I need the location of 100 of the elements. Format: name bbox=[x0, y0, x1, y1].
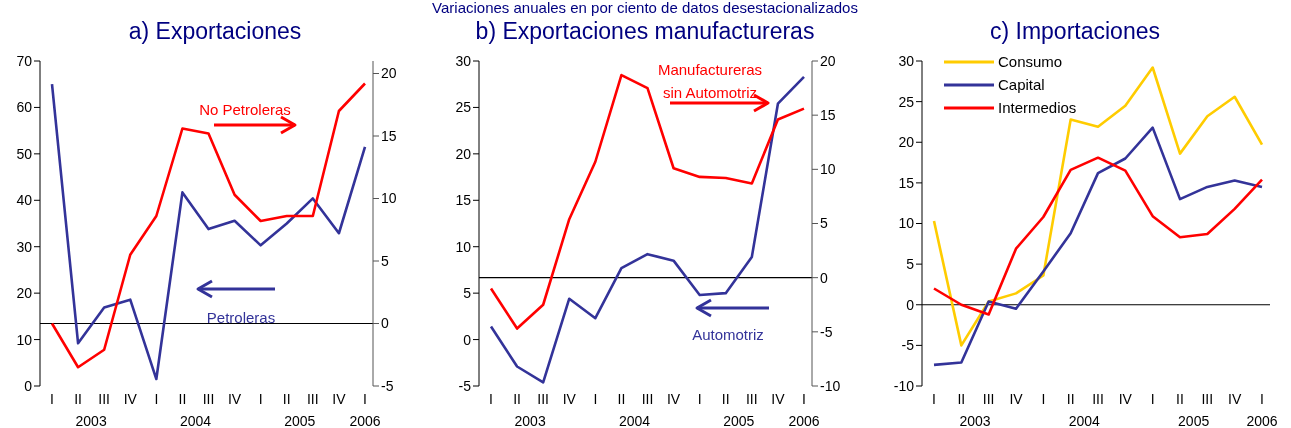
x-tick-label: III bbox=[537, 390, 549, 407]
y-tick-label: 25 bbox=[898, 93, 915, 110]
y-tick-label: 25 bbox=[455, 99, 472, 116]
x-tick-label: III bbox=[1092, 390, 1104, 407]
x-tick-label: III bbox=[641, 390, 654, 407]
y-tick-label: 10 bbox=[16, 331, 33, 348]
y-tick-label: 60 bbox=[16, 99, 33, 116]
x-tick-label: I bbox=[932, 390, 936, 407]
y2-tick-label: 0 bbox=[820, 269, 828, 286]
y2-tick-label: -10 bbox=[820, 377, 841, 394]
y-tick-label: 20 bbox=[16, 285, 33, 302]
legend-label: Petroleras bbox=[205, 308, 277, 328]
x-tick-label: IV bbox=[332, 390, 347, 407]
y-tick-label: 15 bbox=[455, 192, 472, 209]
y-tick-label: -5 bbox=[901, 337, 915, 354]
x-tick-label: II bbox=[617, 390, 626, 407]
chart-title: c) Importaciones bbox=[989, 17, 1161, 46]
x-tick-label: III bbox=[1201, 390, 1214, 407]
y-tick-label: 20 bbox=[898, 134, 915, 151]
text: 2004 bbox=[179, 412, 212, 428]
x-tick-label: II bbox=[1176, 390, 1184, 407]
y-tick-label: 5 bbox=[463, 285, 472, 302]
y2-tick-label: 0 bbox=[381, 315, 389, 332]
x-tick-label: III bbox=[307, 390, 319, 407]
x-tick-label: II bbox=[1066, 390, 1075, 407]
text: 2004 bbox=[618, 412, 651, 428]
text: 2005 bbox=[1178, 412, 1210, 428]
x-tick-label: II bbox=[74, 390, 82, 407]
y2-tick-label: 5 bbox=[381, 252, 389, 269]
legend-label: Automotriz bbox=[691, 325, 765, 345]
text: 2003 bbox=[514, 412, 546, 428]
x-tick-label: IV bbox=[1009, 390, 1024, 407]
y-tick-label: 10 bbox=[898, 215, 915, 232]
x-tick-label: I bbox=[697, 390, 702, 407]
y2-tick-label: 15 bbox=[820, 107, 836, 124]
y2-tick-label: 5 bbox=[820, 215, 828, 232]
y-tick-label: 30 bbox=[16, 238, 33, 255]
x-tick-label: IV bbox=[562, 390, 577, 407]
x-tick-label: I bbox=[1150, 390, 1155, 407]
y-tick-label: 50 bbox=[16, 145, 33, 162]
legend-label: Consumo bbox=[998, 51, 1063, 72]
legend-label: Capital bbox=[998, 74, 1045, 95]
chart-subtitle: Variaciones anuales en por ciento de datos desestacionalizados bbox=[431, 0, 859, 16]
y-tick-label: 30 bbox=[455, 52, 472, 69]
y2-tick-label: 10 bbox=[381, 190, 397, 207]
x-tick-label: IV bbox=[771, 390, 786, 407]
x-tick-label: I bbox=[1041, 390, 1046, 407]
series-label: No Petroleras bbox=[198, 100, 292, 120]
x-tick-label: I bbox=[50, 390, 54, 407]
x-tick-label: I bbox=[489, 390, 493, 407]
x-tick-label: I bbox=[802, 390, 806, 407]
y-tick-label: 15 bbox=[898, 174, 915, 191]
x-tick-label: II bbox=[513, 390, 521, 407]
x-tick-label: II bbox=[178, 390, 187, 407]
x-tick-label: II bbox=[282, 390, 291, 407]
x-tick-label: III bbox=[202, 390, 215, 407]
x-tick-label: IV bbox=[227, 390, 242, 407]
y2-tick-label: 20 bbox=[820, 52, 836, 69]
text: 2003 bbox=[959, 412, 991, 428]
y2-tick-label: -5 bbox=[820, 323, 833, 340]
y-tick-label: 40 bbox=[16, 192, 33, 209]
y2-tick-label: 15 bbox=[381, 127, 397, 144]
x-tick-label: IV bbox=[666, 390, 681, 407]
y-tick-label: 0 bbox=[906, 296, 915, 313]
y-tick-label: -10 bbox=[893, 377, 915, 394]
y-tick-label: 10 bbox=[455, 238, 472, 255]
x-tick-label: III bbox=[746, 390, 758, 407]
chart-title: b) Exportaciones manufactureras bbox=[474, 17, 816, 46]
x-tick-label: I bbox=[154, 390, 159, 407]
x-tick-label: I bbox=[363, 390, 367, 407]
x-tick-label: III bbox=[982, 390, 995, 407]
x-tick-label: III bbox=[98, 390, 110, 407]
y-tick-label: -5 bbox=[458, 377, 472, 394]
legend-label: Intermedios bbox=[998, 97, 1077, 118]
y2-tick-label: -5 bbox=[381, 377, 394, 394]
x-tick-label: I bbox=[258, 390, 263, 407]
text: 2003 bbox=[75, 412, 107, 428]
series-label: Manufactureras sin Automotriz bbox=[656, 60, 764, 103]
x-tick-label: IV bbox=[123, 390, 138, 407]
x-tick-label: IV bbox=[1228, 390, 1242, 407]
x-tick-label: II bbox=[721, 390, 730, 407]
text: 2005 bbox=[723, 412, 755, 428]
text: 2006 bbox=[788, 412, 820, 428]
y-tick-label: 5 bbox=[906, 256, 915, 273]
y2-tick-label: 20 bbox=[381, 65, 397, 82]
y-tick-label: 70 bbox=[16, 52, 33, 69]
y-tick-label: 30 bbox=[898, 52, 915, 69]
y-tick-label: 0 bbox=[463, 331, 472, 348]
x-tick-label: I bbox=[1260, 390, 1264, 407]
y-tick-label: 20 bbox=[455, 145, 472, 162]
text: 2006 bbox=[1246, 412, 1278, 428]
text: 2004 bbox=[1068, 412, 1101, 428]
y-tick-label: 0 bbox=[24, 377, 33, 394]
x-tick-label: IV bbox=[1118, 390, 1133, 407]
text: 2005 bbox=[284, 412, 316, 428]
x-tick-label: I bbox=[593, 390, 598, 407]
chart-title: a) Exportaciones bbox=[127, 17, 303, 46]
text: 2006 bbox=[349, 412, 381, 428]
y2-tick-label: 10 bbox=[820, 161, 836, 178]
x-tick-label: II bbox=[957, 390, 966, 407]
